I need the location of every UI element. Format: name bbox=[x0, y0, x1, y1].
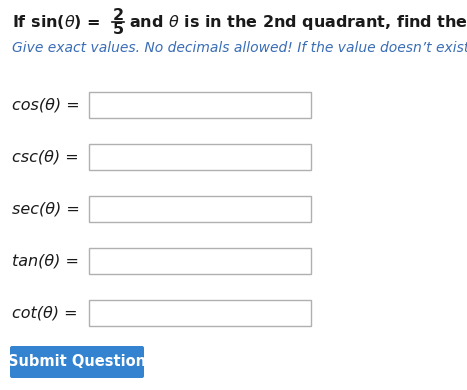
FancyBboxPatch shape bbox=[89, 144, 311, 170]
FancyBboxPatch shape bbox=[89, 196, 311, 222]
FancyBboxPatch shape bbox=[89, 92, 311, 118]
Text: sec(θ) =: sec(θ) = bbox=[12, 202, 80, 216]
Text: 5: 5 bbox=[113, 23, 124, 37]
Text: and $\theta$ is in the 2nd quadrant, find the follwoing:: and $\theta$ is in the 2nd quadrant, fin… bbox=[129, 12, 467, 32]
FancyBboxPatch shape bbox=[89, 248, 311, 274]
Text: 2: 2 bbox=[113, 7, 124, 23]
Text: tan(θ) =: tan(θ) = bbox=[12, 254, 79, 268]
FancyBboxPatch shape bbox=[10, 346, 144, 378]
Text: cos(θ) =: cos(θ) = bbox=[12, 98, 80, 112]
FancyBboxPatch shape bbox=[89, 300, 311, 326]
Text: cot(θ) =: cot(θ) = bbox=[12, 305, 78, 321]
Text: Give exact values. No decimals allowed! If the value doesn’t exist, type DNE.: Give exact values. No decimals allowed! … bbox=[12, 41, 467, 55]
Text: If sin($\theta$) =: If sin($\theta$) = bbox=[12, 13, 100, 31]
Text: Submit Question: Submit Question bbox=[8, 355, 146, 369]
Text: csc(θ) =: csc(θ) = bbox=[12, 149, 78, 165]
